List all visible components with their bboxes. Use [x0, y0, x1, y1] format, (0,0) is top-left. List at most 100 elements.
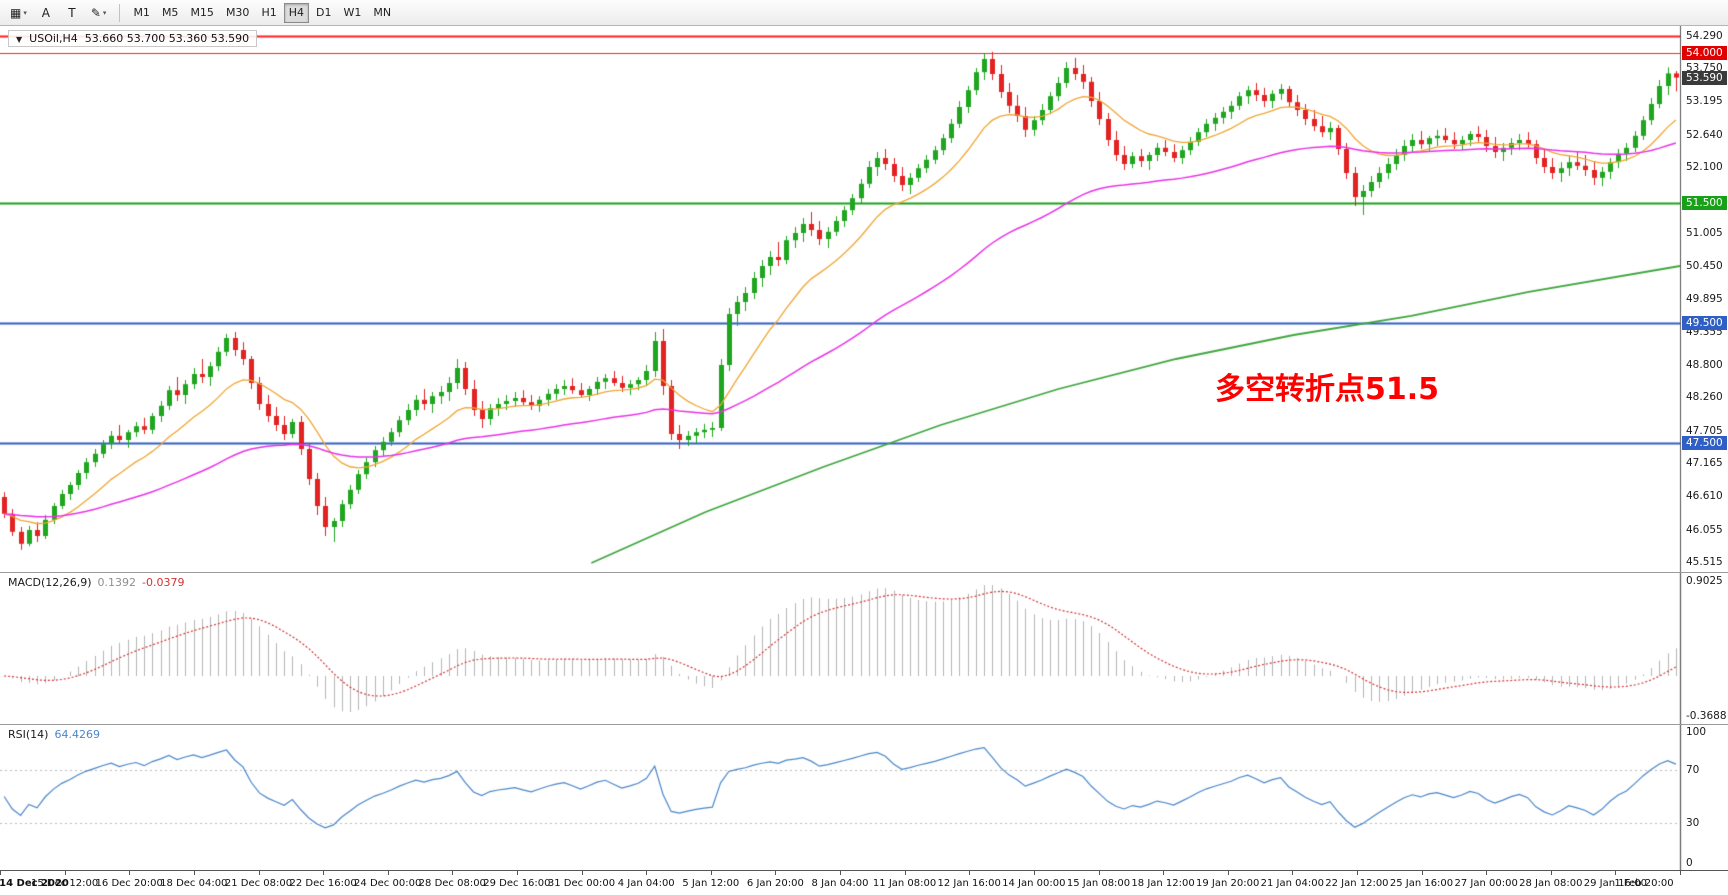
- macd-label: MACD(12,26,9) 0.1392 -0.0379: [8, 576, 185, 589]
- timeframe-button-w1[interactable]: W1: [343, 6, 362, 19]
- time-axis-label: 22 Dec 16:00: [289, 878, 357, 889]
- main-chart-canvas[interactable]: [0, 26, 1728, 572]
- time-axis-tick: [1550, 871, 1552, 875]
- time-axis-tick: [1356, 871, 1358, 875]
- time-axis-label: 29 Dec 16:00: [483, 878, 551, 889]
- time-axis[interactable]: 14 Dec 2020 15 Dec 12:00 16 Dec 20:00 18 De…: [0, 870, 1728, 895]
- time-axis-tick: [323, 871, 325, 875]
- time-axis-tick: [387, 871, 389, 875]
- price-axis-label: 52.100: [1686, 161, 1723, 173]
- timeframe-button-m5[interactable]: M5: [161, 6, 179, 19]
- rsi-canvas[interactable]: [0, 725, 1728, 870]
- time-axis-tick: [129, 871, 131, 875]
- price-axis-label: 48.260: [1686, 391, 1723, 404]
- time-axis-label: 11 Jan 08:00: [872, 878, 937, 889]
- timeframe-button-h4[interactable]: H4: [283, 2, 309, 23]
- macd-value-main: 0.1392: [97, 576, 137, 589]
- time-axis-tick: [1421, 871, 1423, 875]
- draw-tool-icon: ✎: [90, 5, 101, 20]
- draw-tool[interactable]: ✎ ▾: [86, 3, 112, 23]
- time-axis-tick: [581, 871, 583, 875]
- macd-axis-max: 0.9025: [1686, 575, 1723, 587]
- time-axis-label: 14 Jan 00:00: [1002, 878, 1066, 889]
- rsi-value: 64.4269: [54, 728, 100, 741]
- chart-grid-tool[interactable]: ▦ ▾: [5, 3, 32, 23]
- time-axis-tick: [1615, 871, 1617, 875]
- annotation-tool[interactable]: A: [34, 3, 58, 23]
- time-axis-tick: [1486, 871, 1488, 875]
- time-axis-label: 15 Dec 12:00: [30, 878, 99, 889]
- timeframe-button-m30[interactable]: M30: [225, 6, 250, 19]
- time-axis-label: 29 Jan 16:00: [1583, 878, 1648, 889]
- time-axis-label: 12 Jan 16:00: [937, 878, 1001, 889]
- dropdown-caret-icon: ▾: [23, 8, 27, 17]
- price-axis-label: 53.195: [1686, 95, 1723, 108]
- time-axis-tick: [0, 871, 1, 875]
- timeframe-button-mn[interactable]: MN: [373, 6, 392, 19]
- price-axis-label: 47.165: [1686, 457, 1723, 470]
- annotation-tool-icon: A: [41, 5, 50, 20]
- time-axis-label: 14 Dec 2020: [0, 878, 69, 889]
- collapse-arrow-icon[interactable]: [16, 32, 22, 45]
- time-axis-label: 6 Jan 20:00: [746, 878, 804, 889]
- time-axis-label: 27 Jan 00:00: [1454, 878, 1518, 889]
- symbol-timeframe-label: USOil,H4: [29, 32, 78, 45]
- time-axis-label: 18 Jan 12:00: [1131, 878, 1195, 889]
- text-tool-icon: T: [68, 5, 76, 20]
- time-axis-label: 28 Jan 08:00: [1519, 878, 1583, 889]
- annotation-text: 多空转折点51.5: [1215, 372, 1440, 407]
- time-axis-tick: [1033, 871, 1035, 875]
- time-axis-tick: [516, 871, 518, 875]
- time-axis-label: 28 Dec 08:00: [418, 878, 486, 889]
- price-badge-53.590: 53.590: [1682, 70, 1727, 85]
- time-axis-label: 15 Jan 08:00: [1066, 878, 1131, 889]
- main-chart-panel[interactable]: USOil,H4 53.660 53.700 53.360 53.590 多空转…: [0, 26, 1728, 572]
- time-axis-label: 25 Jan 16:00: [1389, 878, 1454, 889]
- macd-name: MACD(12,26,9): [8, 576, 92, 589]
- price-axis-label: 47.705: [1686, 424, 1723, 437]
- price-axis-label: 46.610: [1686, 490, 1723, 503]
- timeframe-button-d1[interactable]: D1: [316, 6, 332, 19]
- time-axis-tick: [775, 871, 777, 875]
- rsi-label: RSI(14) 64.4269: [8, 728, 100, 741]
- rsi-panel[interactable]: RSI(14) 64.4269 100 70 30 0: [0, 724, 1728, 870]
- rsi-name: RSI(14): [8, 728, 49, 741]
- time-axis-tick: [64, 871, 66, 875]
- price-badge-49.500: 49.500: [1682, 316, 1727, 330]
- dropdown-caret-icon: ▾: [102, 8, 107, 17]
- price-axis-label: 48.800: [1686, 359, 1723, 371]
- price-axis-label: 50.450: [1686, 260, 1723, 272]
- price-axis-label: 52.640: [1686, 128, 1723, 141]
- toolbar-separator: [119, 3, 121, 22]
- rsi-axis-label-30: 30: [1686, 817, 1700, 830]
- time-axis-tick: [1680, 871, 1681, 875]
- time-axis-tick: [1292, 871, 1294, 875]
- rsi-axis-label-0: 0: [1686, 857, 1693, 869]
- time-axis-label: 21 Jan 04:00: [1260, 878, 1324, 889]
- timeframe-button-m1[interactable]: M1: [133, 6, 150, 19]
- time-axis-label: 5 Jan 12:00: [682, 878, 740, 889]
- time-axis-tick: [193, 871, 195, 875]
- macd-canvas[interactable]: [0, 573, 1728, 724]
- time-axis-label: 18 Dec 04:00: [160, 878, 228, 889]
- time-axis-label: 31 Dec 00:00: [547, 878, 616, 889]
- chart-grid-tool-icon: ▦: [10, 5, 22, 20]
- chart-title: USOil,H4 53.660 53.700 53.360 53.590: [8, 30, 258, 47]
- price-badge-54.000: 54.000: [1682, 46, 1727, 60]
- macd-panel[interactable]: MACD(12,26,9) 0.1392 -0.0379 0.9025 -0.3688: [0, 572, 1728, 724]
- macd-axis-min: -0.3688: [1686, 710, 1727, 722]
- timeframe-button-h1[interactable]: H1: [261, 6, 277, 19]
- time-axis-tick: [710, 871, 712, 875]
- time-axis-tick: [904, 871, 906, 875]
- timeframe-button-m15[interactable]: M15: [190, 6, 214, 19]
- price-axis-label: 51.005: [1686, 226, 1723, 239]
- time-axis-label: 24 Dec 00:00: [354, 878, 422, 889]
- time-axis-tick: [1163, 871, 1165, 875]
- text-tool[interactable]: T: [60, 3, 84, 23]
- rsi-axis-label-100: 100: [1686, 726, 1707, 738]
- price-axis-label: 49.895: [1686, 293, 1723, 306]
- time-axis-tick: [840, 871, 841, 875]
- macd-value-signal: -0.0379: [142, 576, 185, 589]
- toolbar: ▦ ▾ A T ✎ ▾ M1 M5 M15 M30 H1 H4 D1 W1 MN: [0, 0, 1728, 26]
- price-axis-label: 46.055: [1686, 523, 1723, 536]
